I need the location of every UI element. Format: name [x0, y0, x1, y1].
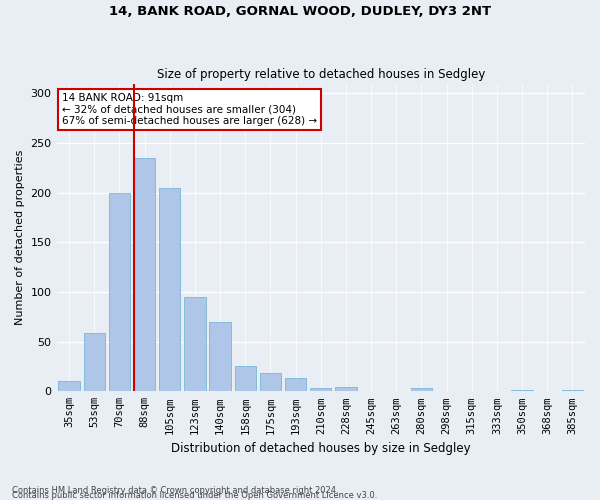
Bar [83, 332, 105, 392]
Text: Contains public sector information licensed under the Open Government Licence v3: Contains public sector information licen… [12, 491, 377, 500]
Text: Contains HM Land Registry data © Crown copyright and database right 2024.: Contains HM Land Registry data © Crown c… [12, 486, 338, 495]
Text: 14 BANK ROAD: 91sqm
← 32% of detached houses are smaller (304)
67% of semi-detac: 14 BANK ROAD: 91sqm ← 32% of detached ho… [62, 93, 317, 126]
Bar [184, 297, 206, 392]
Bar [260, 374, 281, 392]
Bar [159, 188, 181, 392]
Bar [562, 390, 583, 392]
Text: 14, BANK ROAD, GORNAL WOOD, DUDLEY, DY3 2NT: 14, BANK ROAD, GORNAL WOOD, DUDLEY, DY3 … [109, 5, 491, 18]
Bar [235, 366, 256, 392]
Bar [109, 193, 130, 392]
Bar [511, 390, 533, 392]
Bar [58, 382, 80, 392]
Bar [285, 378, 307, 392]
Bar [134, 158, 155, 392]
Title: Size of property relative to detached houses in Sedgley: Size of property relative to detached ho… [157, 68, 485, 81]
Y-axis label: Number of detached properties: Number of detached properties [15, 150, 25, 325]
Bar [310, 388, 331, 392]
X-axis label: Distribution of detached houses by size in Sedgley: Distribution of detached houses by size … [171, 442, 470, 455]
Bar [209, 322, 231, 392]
Bar [335, 388, 356, 392]
Bar [411, 388, 432, 392]
